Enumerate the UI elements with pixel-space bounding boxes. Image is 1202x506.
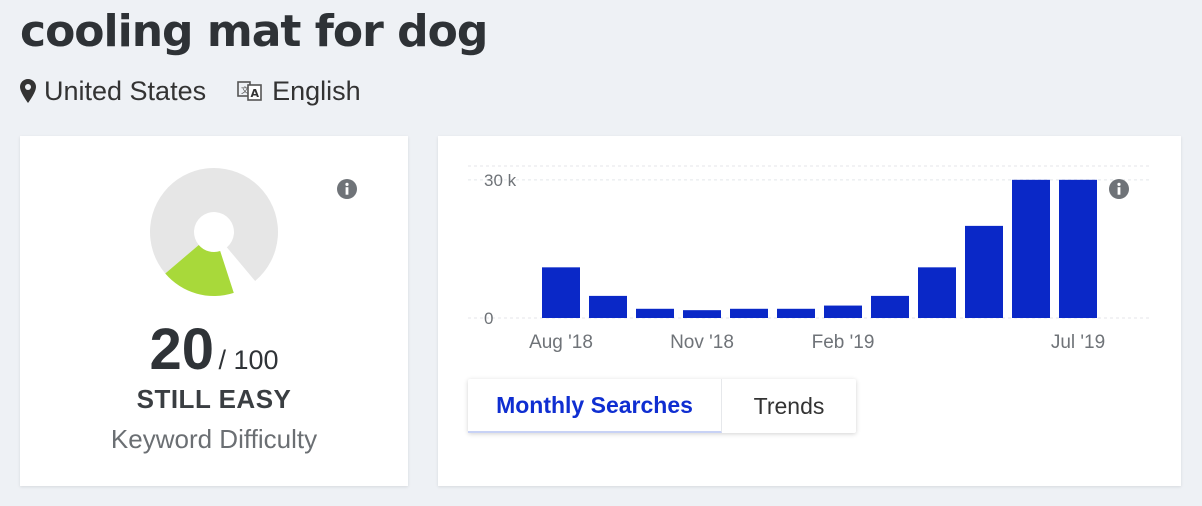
difficulty-donut-fill bbox=[165, 244, 234, 296]
keyword-difficulty-card: 20 / 100 STILL EASY Keyword Difficulty bbox=[20, 136, 408, 486]
bar[interactable] bbox=[1059, 179, 1097, 318]
difficulty-max: / 100 bbox=[218, 345, 279, 375]
bar[interactable] bbox=[683, 310, 721, 318]
bar[interactable] bbox=[730, 308, 768, 318]
difficulty-donut-track bbox=[150, 168, 278, 282]
bar[interactable] bbox=[1012, 179, 1050, 318]
search-volume-card: 0 30 k Aug '18 Nov '18 Feb '19 Jul '19 Monthl… bbox=[438, 136, 1181, 486]
bar[interactable] bbox=[918, 267, 956, 318]
difficulty-caption: Keyword Difficulty bbox=[110, 424, 318, 454]
svg-text:文: 文 bbox=[241, 85, 249, 95]
location-label: United States bbox=[44, 75, 207, 106]
x-tick-label: Jul '19 bbox=[1051, 332, 1105, 353]
y-tick-label: 0 bbox=[484, 309, 493, 328]
info-icon[interactable] bbox=[337, 179, 357, 199]
x-tick-label: Aug '18 bbox=[529, 332, 593, 353]
location: United States bbox=[20, 76, 206, 107]
x-tick-label: Feb '19 bbox=[812, 332, 875, 353]
bar[interactable] bbox=[542, 267, 580, 318]
y-tick-label: 30 k bbox=[484, 171, 517, 190]
difficulty-score: 20 / 100 bbox=[20, 316, 408, 383]
bar[interactable] bbox=[871, 295, 909, 318]
bar[interactable] bbox=[589, 295, 627, 318]
difficulty-donut bbox=[150, 168, 278, 296]
x-tick-label: Nov '18 bbox=[670, 332, 734, 353]
monthly-searches-chart: 0 30 k Aug '18 Nov '18 Feb '19 Jul '19 bbox=[468, 165, 1150, 353]
difficulty-value: 20 bbox=[149, 317, 214, 382]
language: 文 A English bbox=[236, 76, 361, 107]
translate-icon: 文 A bbox=[237, 81, 262, 101]
bar[interactable] bbox=[824, 305, 862, 318]
tab-trends[interactable]: Trends bbox=[753, 392, 825, 419]
difficulty-level: STILL EASY bbox=[136, 384, 292, 414]
svg-text:A: A bbox=[251, 87, 260, 100]
bar[interactable] bbox=[636, 308, 674, 318]
language-label: English bbox=[272, 75, 361, 106]
bar[interactable] bbox=[777, 308, 815, 318]
keyword-title: cooling mat for dog bbox=[20, 6, 488, 57]
map-pin-icon bbox=[20, 79, 36, 103]
bar[interactable] bbox=[965, 225, 1003, 318]
tab-monthly-searches[interactable]: Monthly Searches bbox=[468, 379, 722, 433]
info-icon[interactable] bbox=[1109, 179, 1129, 199]
volume-tabs: Monthly Searches Trends bbox=[468, 379, 856, 433]
keyword-meta: United States 文 A English bbox=[20, 72, 391, 110]
